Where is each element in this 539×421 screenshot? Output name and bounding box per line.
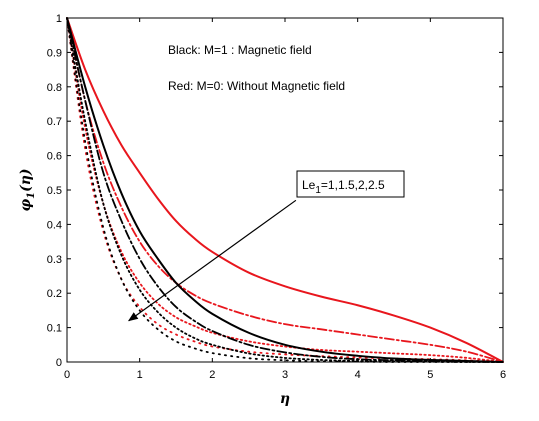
y-tick-label: 0.4 — [47, 219, 62, 231]
legend-line-black: Black: M=1 : Magnetic field — [168, 43, 312, 57]
y-tick-label: 0.2 — [47, 288, 62, 300]
parameter-label: Le1=1,1.5,2,2.5 — [302, 178, 385, 196]
y-tick-label: 0.9 — [47, 47, 62, 59]
series-line-black-dashdot — [66, 17, 504, 363]
x-tick-label: 1 — [137, 369, 143, 381]
y-tick-label: 0.3 — [47, 254, 62, 266]
y-axis-ticks: 0 0.1 0.2 0.3 0.4 0.5 0.6 0.7 0.8 0.9 1 — [47, 13, 503, 369]
x-tick-label: 3 — [282, 369, 288, 381]
y-tick-label: 0 — [56, 357, 62, 369]
y-tick-label: 0.1 — [47, 323, 62, 335]
x-tick-label: 2 — [209, 369, 215, 381]
legend-line-red: Red: M=0: Without Magnetic field — [168, 79, 345, 93]
x-tick-label: 6 — [500, 369, 506, 381]
parameter-label-box — [296, 170, 405, 198]
series-line-black-solid — [66, 17, 504, 363]
plot-background — [67, 18, 503, 362]
x-tick-label: 5 — [427, 369, 433, 381]
x-axis-ticks: 0 1 2 3 4 5 6 — [64, 18, 506, 381]
series-layer — [66, 17, 504, 363]
y-tick-label: 0.7 — [47, 116, 62, 128]
y-tick-label: 1 — [56, 13, 62, 25]
y-tick-label: 0.8 — [47, 82, 62, 94]
x-axis-label: η — [280, 391, 290, 407]
series-line-red-solid — [66, 17, 504, 363]
y-axis-label: φ1(η) — [18, 168, 37, 211]
y-tick-label: 0.6 — [47, 151, 62, 163]
trend-arrow — [127, 199, 297, 322]
x-tick-label: 0 — [64, 369, 70, 381]
y-tick-label: 0.5 — [47, 185, 62, 197]
series-line-red-dashdot — [66, 17, 504, 363]
series-line-red-dense-dotted — [66, 17, 504, 363]
x-tick-label: 4 — [355, 369, 361, 381]
